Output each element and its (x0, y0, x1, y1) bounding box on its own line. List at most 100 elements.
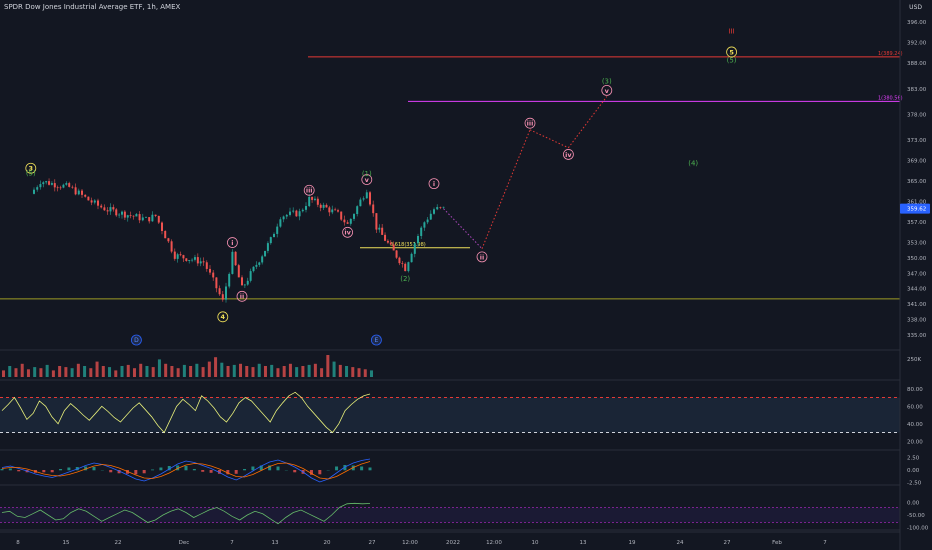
event-marker-circle (370, 334, 382, 346)
candle-body (340, 211, 343, 220)
candle-body (429, 213, 432, 220)
wave-label-text: ii (480, 253, 484, 261)
candle-body (392, 244, 395, 251)
wave-label-text: ii (240, 293, 244, 301)
candle-body (115, 209, 118, 216)
price-tick-label: 373.00 (907, 138, 927, 144)
volume-bar (232, 364, 236, 377)
candle-body (308, 196, 311, 207)
wave-label-text: (3) (602, 78, 612, 86)
candle-body (426, 219, 429, 223)
price-tick-label: 388.00 (907, 61, 927, 67)
volume-bar (214, 357, 218, 377)
volume-bar (157, 359, 161, 377)
macd-histogram-bar (268, 465, 272, 471)
osc-tick-label: 0.00 (907, 501, 920, 507)
wave-label-text: (2) (400, 275, 410, 283)
volume-pane: 250K (2, 355, 921, 377)
candle-body (164, 230, 167, 239)
volume-bar (189, 366, 193, 377)
candle-body (161, 222, 163, 231)
macd-line (1, 458, 371, 483)
volume-bar (39, 368, 43, 377)
wave-label-text: iv (565, 151, 572, 159)
wave-label-circle (361, 174, 373, 185)
candle-body (372, 204, 375, 214)
wave-label-circle (601, 84, 613, 96)
wave-projection (443, 96, 608, 250)
volume-bar (226, 366, 230, 377)
time-tick-label: 12:00 (486, 540, 502, 546)
candle-body (246, 280, 249, 285)
candle-body (381, 227, 384, 235)
candle-body (331, 209, 334, 213)
rsi-tick-label: 20.00 (907, 439, 923, 445)
macd-histogram-bar (192, 469, 196, 471)
candle-body (413, 243, 416, 254)
macd-tick-label: -2.50 (907, 481, 922, 487)
candle-body (193, 257, 196, 260)
volume-bar (64, 367, 68, 377)
macd-histogram-bar (217, 470, 221, 474)
candle-body (386, 240, 389, 243)
last-price-label: 359.62 (907, 207, 926, 213)
candle-body (132, 215, 135, 217)
candle-body (199, 261, 202, 264)
macd-histogram-bar (360, 466, 364, 471)
candle-body (179, 254, 182, 256)
rsi-pane: 80.00 60.00 40.00 20.00 (0, 387, 923, 445)
volume-bar (164, 363, 168, 377)
time-tick-label: 24 (677, 540, 684, 546)
price-tick-label: 365.00 (907, 179, 927, 185)
price-candles (33, 178, 445, 303)
time-tick-label: 19 (629, 540, 636, 546)
macd-histogram-bar (84, 466, 88, 471)
candle-body (141, 217, 144, 221)
volume-bar (182, 364, 186, 377)
macd-histogram-bar (318, 470, 322, 475)
price-axis[interactable]: 396.00 392.00 388.00 383.00 378.00 373.00 369.… (899, 0, 930, 550)
event-marker-text: E (375, 337, 379, 344)
candle-body (264, 250, 267, 257)
candle-body (311, 196, 314, 200)
price-tick-label: 341.00 (907, 302, 927, 308)
candle-body (375, 213, 378, 230)
time-axis[interactable]: 8 15 22 Dec 7 13 20 27 12:00 2022 12:00 10 13 19 24 27 F… (0, 531, 900, 546)
volume-bar (89, 368, 93, 377)
candle-body (313, 198, 316, 200)
candle-body (365, 192, 368, 199)
wave-label-text: i (433, 180, 435, 188)
candle-body (151, 214, 154, 222)
candle-body (255, 264, 258, 267)
candle-body (343, 219, 346, 223)
price-tick-label: 347.00 (907, 271, 927, 277)
candle-body (59, 187, 62, 189)
wave-label-circle (236, 290, 248, 302)
volume-bar (45, 364, 49, 377)
volume-bar (313, 363, 317, 377)
macd-histogram-bar (59, 469, 63, 471)
volume-bar (239, 363, 243, 377)
time-tick-label: 20 (324, 540, 331, 546)
candle-body (319, 204, 322, 208)
macd-histogram-bar (234, 470, 238, 474)
macd-histogram-bar (209, 470, 213, 473)
price-level-label: 0.618(351.98) (390, 242, 426, 248)
candle-body (53, 183, 56, 188)
volume-bar (108, 367, 112, 377)
candle-body (62, 184, 65, 188)
candle-body (433, 209, 435, 214)
price-tick-label: 383.00 (907, 87, 927, 93)
candle-body (423, 222, 426, 228)
candle-body (191, 259, 194, 261)
candle-body (337, 210, 339, 212)
volume-bar (132, 368, 136, 377)
event-marker-text: D (134, 337, 139, 344)
price-tick-label: 369.00 (907, 159, 927, 165)
wave-label-text: (5) (727, 57, 737, 65)
wave-label-text: 5 (729, 48, 734, 56)
candle-body (231, 251, 234, 274)
candle-body (289, 211, 291, 215)
osc-tick-label: -50.00 (907, 513, 925, 519)
